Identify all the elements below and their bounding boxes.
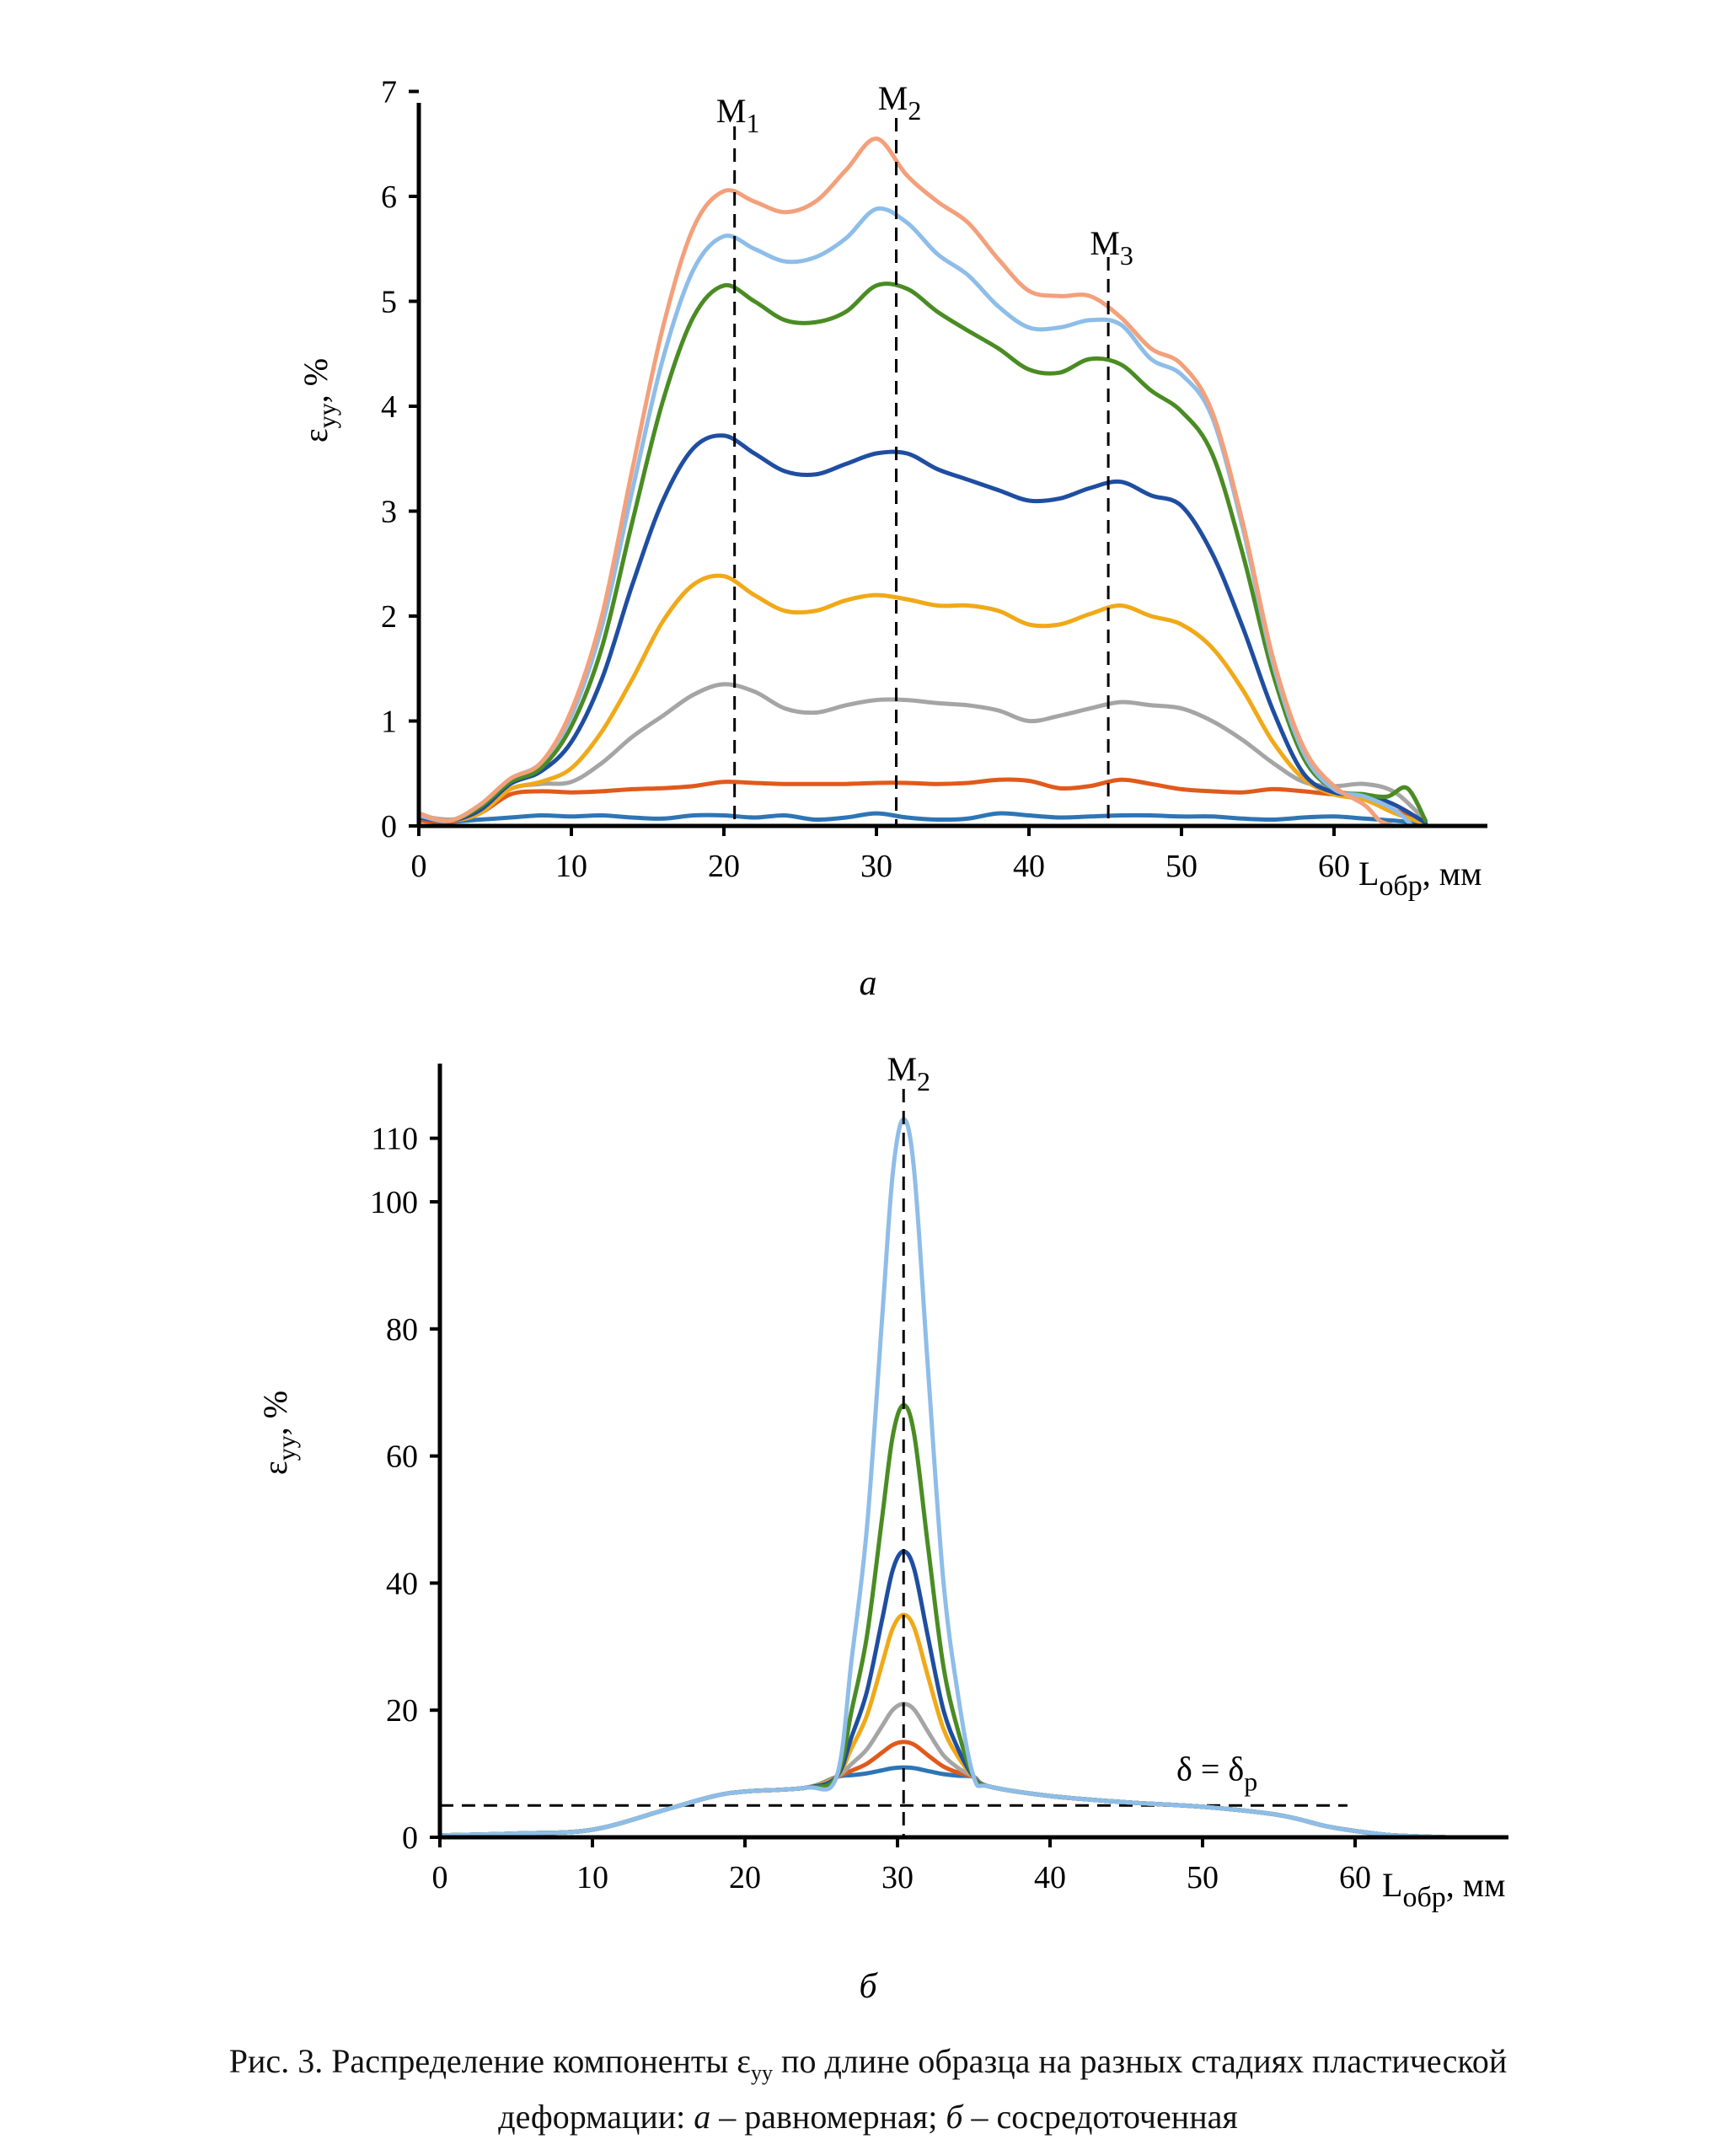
- chart-b-x-tick-label: 60: [1339, 1860, 1371, 1895]
- chart-b-x-axis-label: Lобр, мм: [1382, 1866, 1505, 1913]
- chart-b: δ = δp M2 0 20 40 60 80 100 110 0 10 20 30 40 50 60 ε…: [256, 1050, 1508, 2006]
- chart-b-y-tick-label: 60: [386, 1439, 418, 1475]
- chart-a-series-line-8: [416, 137, 1397, 828]
- chart-a-series-line-3: [416, 682, 1428, 823]
- chart-b-x-tick-label: 10: [576, 1860, 608, 1895]
- chart-a-x-tick-label: 60: [1318, 849, 1350, 884]
- chart-b-y-tick-label: 100: [370, 1185, 418, 1220]
- chart-a-series-line-6: [416, 281, 1428, 823]
- caption-line2-a: деформации:: [498, 2098, 694, 2136]
- chart-a-series-line-4: [416, 573, 1428, 826]
- caption-part1: Рис. 3. Распределение компоненты ε: [228, 2042, 752, 2080]
- chart-a-x-tick-label: 50: [1165, 849, 1198, 884]
- chart-b-series-line-4: [437, 1612, 1449, 1840]
- chart-a-x-tick-label: 20: [708, 849, 740, 884]
- chart-b-y-tick-label: 0: [402, 1820, 418, 1856]
- chart-a-x-axis-label: Lобр, мм: [1358, 855, 1481, 902]
- caption-line2-b: а: [694, 2098, 711, 2136]
- chart-b-threshold: δ = δp: [440, 1750, 1348, 1807]
- chart-a-y-tick-label: 5: [381, 285, 397, 320]
- svg-text:εyy, %: εyy, %: [256, 1391, 301, 1475]
- panel-label-b: б: [859, 1967, 878, 2006]
- chart-a-y-tick-label: 0: [381, 809, 397, 844]
- chart-a-marker-label-3: M3: [1090, 224, 1133, 271]
- chart-a-series-line-5: [416, 433, 1428, 825]
- chart-b-y-tick-label: 20: [386, 1693, 418, 1729]
- chart-b-series-line-7: [437, 1117, 1449, 1840]
- chart-b-y-axis-label: εyy, %: [256, 1391, 301, 1475]
- chart-b-ticks: 0 20 40 60 80 100 110 0 10 20 30 40 50 60: [370, 1122, 1371, 1895]
- chart-a-marker-label-2: M2: [878, 79, 922, 126]
- chart-b-x-tick-label: 30: [881, 1860, 914, 1895]
- chart-a-y-axis-label: εyy, %: [297, 358, 341, 442]
- chart-b-x-tick-label: 20: [729, 1860, 761, 1895]
- chart-b-y-tick-label: 80: [386, 1312, 418, 1348]
- chart-b-threshold-label: δ = δp: [1176, 1750, 1257, 1796]
- chart-a-y-tick-label: 6: [381, 180, 397, 215]
- caption-line2-e: – сосредоточенная: [962, 2098, 1238, 2136]
- chart-a-y-tick-label: 7: [381, 75, 397, 110]
- caption-sub: yy: [751, 2061, 774, 2085]
- chart-a-y-tick-label: 4: [381, 389, 397, 425]
- chart-a-y-tick-label: 3: [381, 495, 397, 530]
- chart-b-x-tick-label: 0: [432, 1860, 448, 1895]
- chart-b-x-tick-label: 50: [1187, 1860, 1219, 1895]
- svg-text:εyy, %: εyy, %: [297, 358, 341, 442]
- figure-caption: Рис. 3. Распределение компоненты εyy по …: [34, 2040, 1702, 2139]
- chart-a-x-tick-label: 40: [1013, 849, 1045, 884]
- chart-a: M1 M2 M3 0 1 2 3 4 5 6 7 0 10 20 30 40 50 60 εyy, % Lобр…: [297, 75, 1487, 1003]
- chart-b-series-line-1: [437, 1765, 1449, 1840]
- chart-a-marker-label-1: M1: [716, 92, 760, 138]
- chart-a-x-tick-label: 0: [411, 849, 427, 884]
- chart-a-x-tick-label: 30: [860, 849, 892, 884]
- chart-b-markers: M2: [887, 1050, 930, 1837]
- panel-label-a: а: [860, 964, 877, 1003]
- chart-b-series-group: [437, 1117, 1449, 1840]
- caption-line2-d: б: [946, 2098, 963, 2136]
- chart-b-y-tick-label: 40: [386, 1566, 418, 1601]
- chart-a-ticks: 0 1 2 3 4 5 6 7 0 10 20 30 40 50 60: [381, 75, 1350, 885]
- chart-b-x-tick-label: 40: [1034, 1860, 1066, 1895]
- chart-a-series-line-1: [416, 811, 1428, 826]
- chart-a-y-tick-label: 2: [381, 599, 397, 635]
- caption-part2: по длине образца на разных стадиях пласт…: [773, 2042, 1508, 2080]
- chart-b-y-tick-label: 110: [371, 1122, 418, 1157]
- chart-a-x-tick-label: 10: [555, 849, 587, 884]
- chart-a-series-line-2: [416, 777, 1428, 825]
- chart-a-series-group: [416, 137, 1428, 828]
- caption-line2-c: – равномерная;: [710, 2098, 946, 2136]
- chart-a-y-tick-label: 1: [381, 705, 397, 740]
- chart-b-marker-label-1: M2: [887, 1050, 930, 1096]
- chart-a-markers: M1 M2 M3: [716, 79, 1133, 826]
